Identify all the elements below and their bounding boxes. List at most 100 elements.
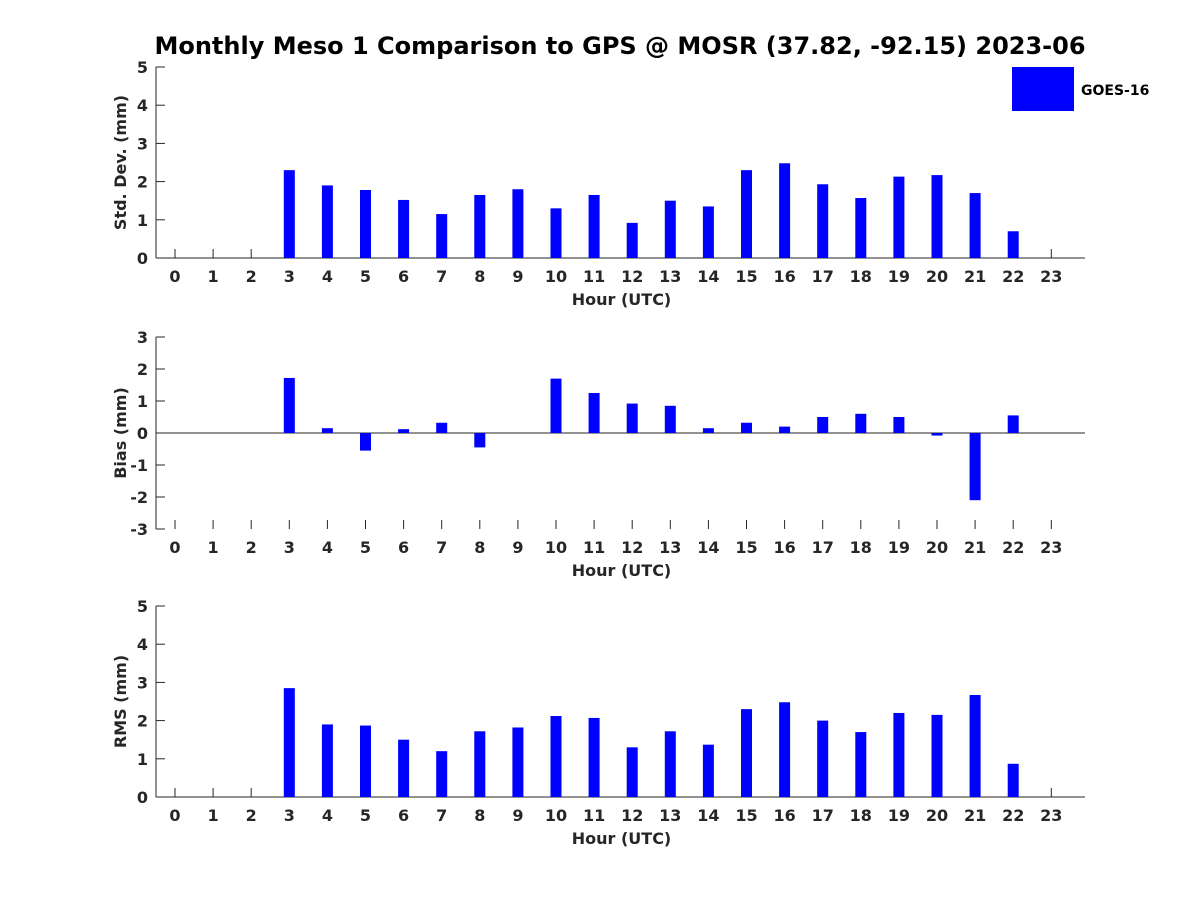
y-tick-label: 3 bbox=[137, 673, 148, 692]
y-tick-label: 1 bbox=[137, 211, 148, 230]
x-tick-label: 1 bbox=[208, 267, 219, 286]
x-tick-label: 4 bbox=[322, 806, 333, 825]
bar-hour-17 bbox=[817, 720, 829, 797]
x-tick-label: 0 bbox=[169, 267, 180, 286]
x-tick-label: 16 bbox=[773, 267, 795, 286]
x-tick-label: 23 bbox=[1040, 806, 1062, 825]
x-tick-label: 3 bbox=[284, 538, 295, 557]
bar-hour-12 bbox=[626, 222, 638, 258]
x-tick-label: 1 bbox=[208, 538, 219, 557]
bar-hour-5 bbox=[360, 433, 371, 451]
bar-hour-4 bbox=[321, 185, 333, 258]
x-tick-label: 11 bbox=[583, 538, 605, 557]
y-tick-label: -2 bbox=[130, 488, 148, 507]
x-tick-label: 6 bbox=[398, 267, 409, 286]
y-tick-label: 4 bbox=[137, 635, 148, 654]
bar-hour-18 bbox=[855, 198, 867, 258]
bar-hour-3 bbox=[283, 688, 295, 797]
bar-hour-12 bbox=[626, 403, 638, 433]
bar-hour-8 bbox=[474, 731, 486, 797]
y-tick-label: 1 bbox=[137, 750, 148, 769]
bar-hour-21 bbox=[969, 695, 981, 797]
x-tick-label: 3 bbox=[284, 806, 295, 825]
x-tick-label: 20 bbox=[926, 806, 948, 825]
x-tick-label: 20 bbox=[926, 538, 948, 557]
y-tick-label: 3 bbox=[137, 328, 148, 347]
x-tick-label: 22 bbox=[1002, 538, 1024, 557]
bar-hour-22 bbox=[1007, 763, 1019, 797]
x-tick-label: 2 bbox=[246, 538, 257, 557]
x-tick-label: 6 bbox=[398, 538, 409, 557]
x-tick-label: 17 bbox=[812, 806, 834, 825]
x-tick-label: 1 bbox=[208, 806, 219, 825]
bar-hour-14 bbox=[702, 428, 714, 433]
x-tick-label: 9 bbox=[512, 267, 523, 286]
y-tick-label: -3 bbox=[130, 520, 148, 539]
bar-hour-5 bbox=[360, 190, 371, 258]
x-tick-label: 12 bbox=[621, 806, 643, 825]
x-tick-label: 17 bbox=[812, 538, 834, 557]
bar-hour-20 bbox=[931, 714, 943, 797]
bar-hour-17 bbox=[817, 184, 829, 258]
x-tick-label: 4 bbox=[322, 538, 333, 557]
bar-hour-21 bbox=[969, 193, 981, 258]
x-tick-label: 19 bbox=[888, 806, 910, 825]
x-tick-label: 12 bbox=[621, 267, 643, 286]
x-tick-label: 13 bbox=[659, 267, 681, 286]
chart-title: Monthly Meso 1 Comparison to GPS @ MOSR … bbox=[154, 32, 1085, 60]
x-tick-label: 4 bbox=[322, 267, 333, 286]
bar-hour-10 bbox=[550, 378, 562, 433]
bar-hour-19 bbox=[893, 712, 905, 797]
x-tick-label: 11 bbox=[583, 806, 605, 825]
x-tick-label: 21 bbox=[964, 267, 986, 286]
y-tick-label: 2 bbox=[137, 360, 148, 379]
bar-hour-3 bbox=[283, 170, 295, 258]
bar-hour-22 bbox=[1007, 231, 1019, 258]
x-tick-label: 21 bbox=[964, 538, 986, 557]
bar-hour-4 bbox=[321, 428, 333, 433]
bar-hour-3 bbox=[283, 377, 295, 433]
x-tick-label: 23 bbox=[1040, 267, 1062, 286]
bar-hour-4 bbox=[321, 724, 333, 797]
x-tick-label: 14 bbox=[697, 267, 719, 286]
bar-hour-20 bbox=[931, 433, 943, 436]
x-tick-label: 8 bbox=[474, 806, 485, 825]
y-tick-label: 1 bbox=[137, 392, 148, 411]
bar-hour-11 bbox=[588, 194, 600, 258]
bar-hour-11 bbox=[588, 717, 600, 797]
bar-hour-19 bbox=[893, 417, 905, 433]
x-tick-label: 22 bbox=[1002, 267, 1024, 286]
bar-hour-8 bbox=[474, 433, 486, 448]
x-tick-label: 15 bbox=[735, 267, 757, 286]
y-axis-label: Std. Dev. (mm) bbox=[111, 95, 130, 230]
bar-hour-10 bbox=[550, 716, 562, 797]
bar-hour-13 bbox=[664, 731, 676, 797]
x-tick-label: 10 bbox=[545, 806, 567, 825]
bar-hour-13 bbox=[664, 200, 676, 258]
x-tick-label: 18 bbox=[850, 267, 872, 286]
x-tick-label: 0 bbox=[169, 538, 180, 557]
x-tick-label: 3 bbox=[284, 267, 295, 286]
x-tick-label: 14 bbox=[697, 538, 719, 557]
bar-hour-7 bbox=[436, 214, 448, 258]
bar-hour-8 bbox=[474, 194, 486, 258]
y-tick-label: 2 bbox=[137, 712, 148, 731]
x-tick-label: 11 bbox=[583, 267, 605, 286]
x-tick-label: 10 bbox=[545, 538, 567, 557]
x-tick-label: 2 bbox=[246, 806, 257, 825]
y-tick-label: 4 bbox=[137, 96, 148, 115]
x-tick-label: 19 bbox=[888, 538, 910, 557]
y-tick-label: 3 bbox=[137, 134, 148, 153]
legend-label: GOES-16 bbox=[1081, 83, 1149, 99]
bar-hour-14 bbox=[702, 744, 714, 797]
y-tick-label: 5 bbox=[137, 58, 148, 77]
bar-hour-16 bbox=[779, 163, 791, 258]
x-tick-label: 8 bbox=[474, 538, 485, 557]
x-tick-label: 22 bbox=[1002, 806, 1024, 825]
y-tick-label: 0 bbox=[137, 788, 148, 807]
x-axis-label: Hour (UTC) bbox=[572, 829, 672, 848]
x-tick-label: 7 bbox=[436, 806, 447, 825]
